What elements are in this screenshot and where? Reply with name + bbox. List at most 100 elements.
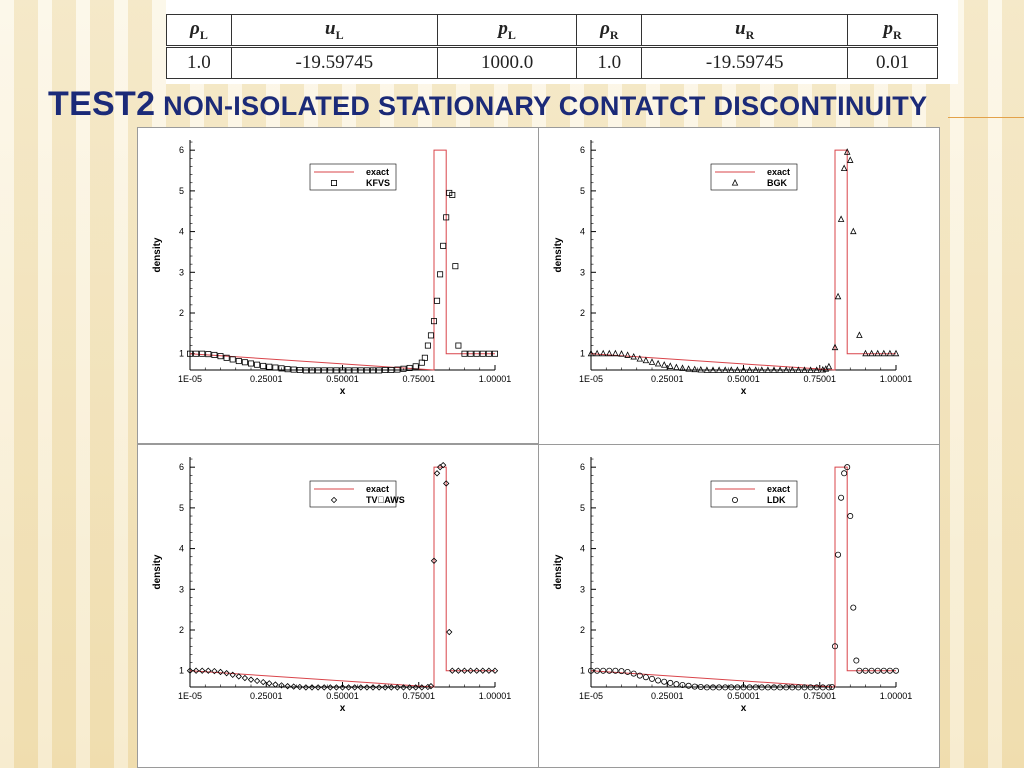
x-tick-label: 0.50001 (326, 691, 359, 701)
parameter-table-area: ρL uL pL ρR uR pR 1.0 -19.59745 1000.0 1… (166, 0, 958, 84)
data-point (434, 297, 441, 304)
legend-label-exact: exact (366, 167, 389, 177)
chart-panel-bgk: 1 2 3 4 5 6 1E-05 0.25001 0.50001 0.75001 1.00001 x… (538, 127, 940, 446)
data-point (357, 367, 364, 374)
data-point (838, 494, 845, 501)
data-point (272, 364, 279, 371)
data-point (642, 356, 650, 364)
y-tick-label: 1 (580, 666, 585, 676)
x-tick-label: 0.75001 (402, 691, 435, 701)
data-point (795, 366, 802, 373)
data-point (485, 350, 492, 357)
data-point (211, 351, 218, 358)
y-tick-label: 4 (580, 227, 585, 237)
data-point (758, 684, 765, 691)
legend-label-exact: exact (767, 167, 790, 177)
x-tick-label: 1E-05 (579, 374, 603, 384)
data-point (290, 366, 297, 373)
x-axis-title: x (741, 703, 747, 714)
data-point (618, 668, 625, 675)
data-point (406, 364, 413, 371)
data-point (685, 365, 692, 372)
data-point (624, 351, 631, 358)
x-axis-title: x (340, 386, 346, 397)
data-point (440, 242, 447, 249)
data-point (290, 683, 297, 690)
data-point (443, 480, 450, 487)
data-point (892, 667, 899, 674)
header-u-r: uR (641, 14, 849, 47)
chart-kfvs: 1 2 3 4 5 6 1E-05 0.25001 0.50001 0.75001 1.00001 x… (152, 140, 511, 397)
data-point (825, 362, 833, 370)
data-point (223, 354, 230, 361)
data-point (247, 676, 255, 683)
data-point (886, 349, 894, 357)
data-point (333, 684, 340, 691)
data-point (831, 643, 838, 650)
data-point (834, 292, 842, 300)
data-point (734, 684, 741, 691)
chart-panel-kfvs: 1 2 3 4 5 6 1E-05 0.25001 0.50001 0.75001 1.00001 x… (137, 127, 539, 444)
data-point (339, 367, 346, 374)
data-point (850, 227, 857, 235)
parameter-table: ρL uL pL ρR uR pR 1.0 -19.59745 1000.0 1… (166, 14, 938, 79)
data-point (369, 367, 376, 374)
data-point (782, 366, 790, 373)
data-point (449, 191, 456, 198)
data-point (697, 683, 704, 690)
data-point (278, 365, 285, 372)
data-point (357, 684, 364, 691)
data-point (752, 366, 759, 373)
data-point (205, 667, 212, 674)
data-point (862, 667, 869, 674)
data-point (847, 156, 854, 163)
y-tick-label: 4 (580, 544, 585, 554)
cell-u-r: -19.59745 (641, 46, 849, 79)
data-point (467, 667, 474, 674)
data-point (260, 362, 267, 369)
data-point (587, 349, 595, 357)
legend-marker-swatch (330, 180, 337, 187)
legend-box (710, 480, 798, 508)
data-point (437, 271, 444, 278)
data-point (655, 677, 662, 684)
data-point (801, 366, 808, 373)
data-point (382, 366, 389, 373)
data-point (795, 684, 802, 691)
data-point (345, 684, 352, 691)
y-tick-label: 6 (179, 145, 184, 155)
data-point (363, 367, 370, 374)
y-tick-label: 1 (179, 666, 184, 676)
x-tick-label: 0.25001 (651, 374, 684, 384)
data-point (223, 669, 230, 677)
legend-label-method: KFVS (366, 178, 390, 188)
data-point (600, 667, 607, 674)
data-point (746, 684, 753, 691)
y-tick-label: 4 (179, 544, 184, 554)
data-point (728, 684, 735, 691)
legend-box (710, 163, 798, 191)
data-point (841, 470, 848, 477)
data-point (630, 352, 637, 360)
legend-label-method: LDK (767, 495, 786, 505)
header-p-r: pR (847, 14, 938, 47)
data-point (491, 350, 498, 357)
data-point (193, 350, 200, 357)
y-tick-label: 5 (580, 186, 585, 196)
y-tick-label: 5 (580, 503, 585, 513)
data-point (446, 189, 453, 196)
chart-tvaws: 1 2 3 4 5 6 1E-05 0.25001 0.50001 0.75001 1.00001 x… (152, 457, 511, 714)
data-point (740, 684, 747, 691)
y-tick-label: 6 (580, 462, 585, 472)
data-point (679, 364, 686, 371)
data-point (770, 684, 777, 691)
data-point (709, 684, 716, 691)
data-point (685, 682, 692, 689)
data-point (593, 349, 601, 357)
data-point (648, 358, 656, 365)
data-point (321, 684, 328, 691)
data-point (813, 684, 820, 691)
data-point (186, 667, 194, 674)
cell-rho-r: 1.0 (576, 46, 643, 79)
data-point (588, 667, 595, 674)
